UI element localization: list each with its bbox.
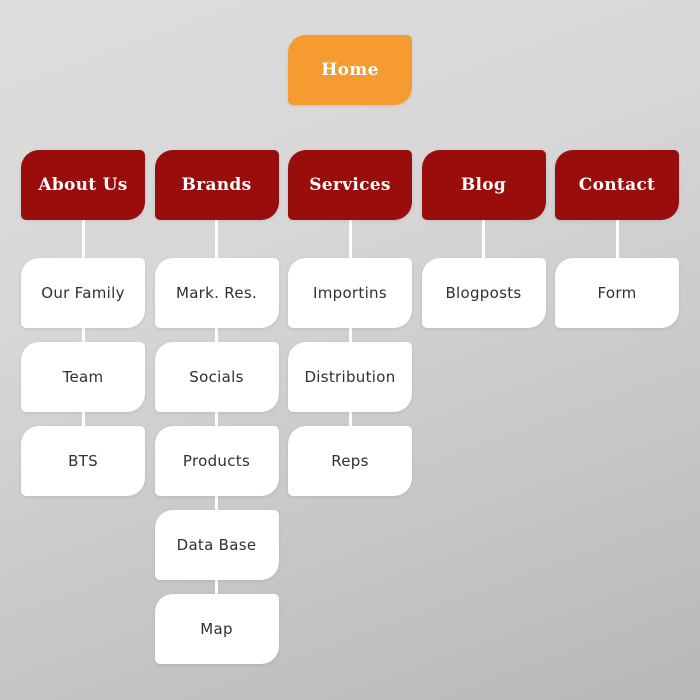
leaf-node-distribution: Distribution <box>288 342 412 412</box>
leaf-node-reps: Reps <box>288 426 412 496</box>
branch-node-label: Services <box>309 175 391 195</box>
leaf-node-label: Team <box>62 368 104 386</box>
connector-line <box>482 220 485 260</box>
leaf-node-label: Mark. Res. <box>175 284 258 302</box>
leaf-node-label: Data Base <box>176 536 257 554</box>
leaf-node-label: Blogposts <box>445 284 522 302</box>
leaf-node-label: Products <box>182 452 251 470</box>
branch-node-about-us: About Us <box>21 150 145 220</box>
leaf-node-importins: Importins <box>288 258 412 328</box>
leaf-node-label: BTS <box>68 452 98 470</box>
branch-node-label: About Us <box>38 175 128 195</box>
leaf-node-label: Form <box>597 284 637 302</box>
branch-node-contact: Contact <box>555 150 679 220</box>
leaf-node-label: Socials <box>189 368 244 386</box>
leaf-node-label: Our Family <box>41 284 125 302</box>
leaf-node-products: Products <box>154 426 279 496</box>
leaf-node-data-base: Data Base <box>154 510 279 580</box>
branch-node-label: Brands <box>181 175 252 195</box>
leaf-node-label: Reps <box>331 452 369 470</box>
leaf-node-map: Map <box>154 594 279 664</box>
column-brands: Brands Mark. Res. Socials Products Data Bas… <box>154 150 279 664</box>
leaf-node-mark-res: Mark. Res. <box>154 258 279 328</box>
branch-node-brands: Brands <box>154 150 279 220</box>
branch-node-blog: Blog <box>421 150 546 220</box>
connector-line <box>615 220 619 260</box>
column-services: Services Importins Distribution Reps <box>288 150 412 664</box>
branch-node-label: Contact <box>578 175 656 195</box>
leaf-node-our-family: Our Family <box>21 258 145 328</box>
node-home-label: Home <box>321 60 379 80</box>
leaf-node-blogposts: Blogposts <box>421 258 546 328</box>
branch-row: About Us Our Family Team BTS Brands Mark. … <box>21 150 679 664</box>
leaf-node-label: Importins <box>313 284 387 302</box>
node-home: Home <box>288 35 412 105</box>
leaf-node-label: Distribution <box>304 368 396 386</box>
column-blog: Blog Blogposts <box>421 150 546 664</box>
leaf-node-form: Form <box>555 258 679 328</box>
column-about-us: About Us Our Family Team BTS <box>21 150 145 664</box>
leaf-node-socials: Socials <box>154 342 279 412</box>
branch-node-label: Blog <box>460 175 507 195</box>
column-contact: Contact Form <box>555 150 679 664</box>
leaf-node-label: Map <box>200 620 233 638</box>
leaf-node-bts: BTS <box>21 426 145 496</box>
branch-node-services: Services <box>288 150 412 220</box>
leaf-node-team: Team <box>21 342 145 412</box>
